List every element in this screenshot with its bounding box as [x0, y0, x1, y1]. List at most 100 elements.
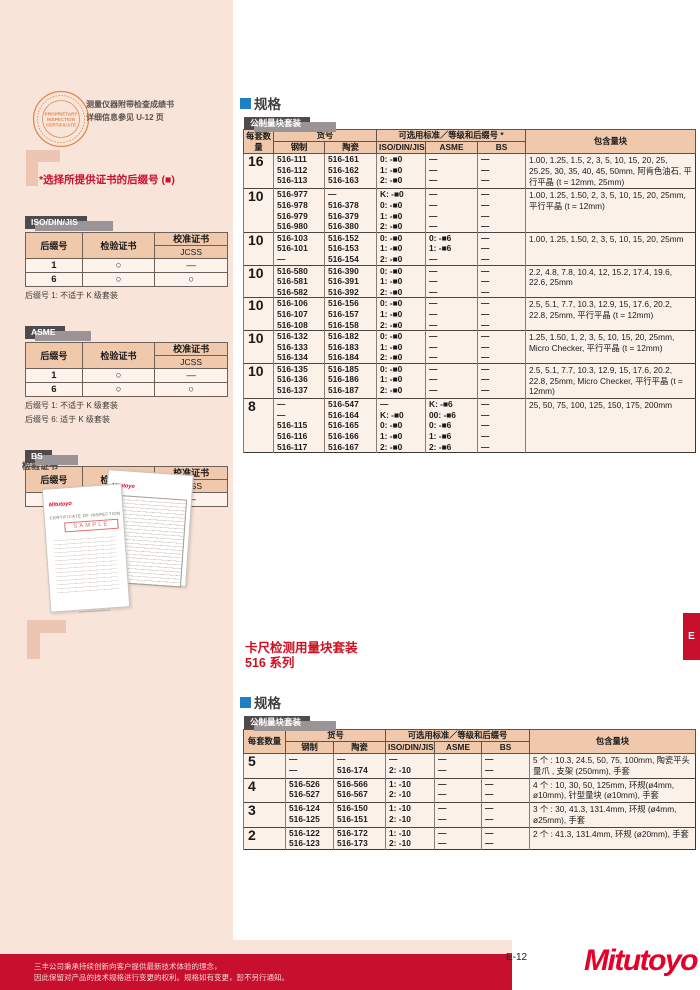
- cell-ceramic: 516-390 516-391 516-392: [323, 265, 377, 298]
- standard-tab: ISO/DIN/JIS: [25, 216, 113, 231]
- cell-bs: — — —: [477, 297, 526, 331]
- cell-qty: 10: [243, 363, 274, 399]
- set-row: 10 516-580 516-581 516-582 516-390 516-391 516…: [243, 265, 696, 298]
- cell-line: 0: -■6: [429, 232, 452, 243]
- cell-line: 516-106: [277, 298, 308, 309]
- suffix-selection-note: *选择所提供证书的后缀号 (■): [39, 174, 175, 186]
- cell-line: 516-101: [277, 243, 308, 254]
- cell-line: —: [429, 164, 438, 175]
- cell-line: 516-187: [328, 385, 359, 396]
- svg-text:INSPECTION: INSPECTION: [47, 117, 76, 122]
- cell-line: 2: -■0: [380, 441, 403, 452]
- cell-line: 516-123: [289, 838, 320, 849]
- cell-included-blocks: 3 个 : 30, 41.3, 131.4mm, 环规 (ø4mm, ø25mm…: [529, 802, 696, 828]
- cell-jcss: —: [154, 368, 228, 383]
- cell-line: —: [429, 154, 438, 164]
- header-steel: 钢制: [273, 141, 325, 154]
- header-inspection-cert: 检验证书: [81, 342, 156, 369]
- cell-bs: — —: [481, 802, 530, 828]
- cell-line: —: [481, 164, 490, 175]
- cell-line: 516-979: [277, 210, 308, 221]
- mitutoyo-logo: Mitutoyo: [584, 944, 698, 977]
- cell-line: 2: -10: [389, 764, 411, 775]
- suffix-row: 1○—: [25, 258, 228, 273]
- set-row: 10 516-132 516-133 516-134 516-182 516-183 516…: [243, 330, 696, 364]
- header-ceramic: 陶瓷: [323, 141, 378, 154]
- cell-line: —: [481, 253, 490, 264]
- cell-asme: — — —: [425, 297, 478, 331]
- cell-line: 1: -10: [389, 803, 411, 814]
- cell-line: 516-166: [328, 431, 359, 442]
- cell-line: 516-150: [337, 803, 368, 814]
- certificate-brand-logo: Mitutoyo: [48, 500, 73, 509]
- cell-line: K: -■0: [380, 189, 404, 200]
- cell-line: —: [438, 764, 447, 775]
- cell-asme: — — —: [425, 153, 478, 189]
- cell-line: 516-173: [337, 838, 368, 849]
- cell-steel: 516-526 516-527: [285, 778, 334, 803]
- cell-asme: 0: -■6 1: -■6—: [425, 232, 478, 266]
- header-bs: BS: [477, 141, 527, 154]
- certificate-sample-images: Mitutoyo Mitutoyo CERTIFICATE OF INSPECT…: [40, 469, 215, 632]
- cell-line: 516-117: [277, 441, 308, 452]
- cell-iso: —2: -10: [385, 753, 435, 779]
- cell-line: 516-107: [277, 308, 308, 319]
- cell-line: 1: -■0: [380, 431, 403, 442]
- cell-line: 516-582: [277, 286, 308, 297]
- standard-tab: BS: [25, 450, 78, 465]
- footer-line2: 因此保留对产品的技术规格进行变更的权利。规格如有变更，恕不另行通知。: [34, 973, 289, 982]
- svg-text:PROPRIETARY: PROPRIETARY: [45, 112, 78, 117]
- cell-line: 516-980: [277, 221, 308, 232]
- cell-line: —: [481, 399, 490, 410]
- header-iso-din-jis: ISO/DIN/JIS: [385, 741, 436, 754]
- header-standards: 可选用标准／等级和后缀号: [385, 729, 531, 742]
- cell-line: —: [481, 265, 490, 276]
- suffix-note-text: 后缀号 6: 适于 K 级套装: [25, 415, 110, 424]
- cell-line: —: [429, 298, 438, 309]
- cell-line: —: [481, 298, 490, 309]
- cell-included-blocks: 1.00, 1.25, 1.50, 2, 3, 5, 10, 15, 20, 2…: [525, 232, 696, 266]
- cell-line: —: [429, 199, 438, 210]
- cell-line: 516-154: [328, 253, 359, 264]
- cell-line: 516-174: [337, 764, 368, 775]
- cell-line: 2: -10: [389, 789, 411, 800]
- cell-line: —: [429, 352, 438, 363]
- cell-line: 516-136: [277, 374, 308, 385]
- cell-asme: — — — —: [425, 188, 478, 233]
- cell-line: 0: -■0: [380, 298, 403, 309]
- cell-line: K: -■0: [380, 409, 404, 420]
- cell-ceramic: 516-152 516-153 516-154: [323, 232, 377, 266]
- header-qty: 每套数量: [243, 129, 274, 154]
- cell-line: 516-547: [328, 399, 359, 410]
- cell-line: 516-133: [277, 341, 308, 352]
- cell-line: —: [429, 385, 438, 396]
- cell-line: —: [438, 803, 447, 814]
- stamp-note: 测量仪器附带检查成绩书 详细信息参见 U-12 页: [86, 98, 174, 124]
- footer-strip: [0, 940, 512, 954]
- corner-bracket-decoration: [26, 150, 60, 186]
- cell-line: —: [429, 331, 438, 342]
- page-number: E-12: [506, 952, 528, 963]
- sidebar: PROPRIETARY INSPECTION CERTIFICATE 测量仪器附…: [0, 0, 233, 954]
- cell-line: 1: -■0: [380, 308, 403, 319]
- cell-line: —: [337, 754, 346, 764]
- cell-steel: 516-135 516-136 516-137: [273, 363, 325, 399]
- suffix-certificate-table: 后缀号 检验证书 校准证书 JCSS 1 ○ —6 ○ ○: [25, 342, 228, 397]
- header-standards: 可选用标准／等级和后缀号 *: [376, 129, 527, 142]
- cell-bs: — — —: [477, 330, 526, 364]
- set-row: 10 516-106 516-107 516-108 516-156 516-157 516…: [243, 297, 696, 331]
- cell-line: —: [481, 385, 490, 396]
- cell-line: —: [481, 243, 490, 254]
- metric-set-tab-2: 公制量块套装: [244, 716, 337, 731]
- cell-included-blocks: 2.5, 5.1, 7.7, 10.3, 12.9, 15, 17.6, 20.…: [525, 297, 696, 331]
- cell-line: 516-157: [328, 308, 359, 319]
- cell-line: 516-111: [277, 154, 307, 164]
- cell-line: —: [485, 789, 494, 800]
- cell-steel: — —516-115 516-116 516-117: [273, 398, 325, 453]
- stamp-note-line2: 详细信息参见 U-12 页: [86, 113, 164, 122]
- header-suffix: 后缀号: [25, 232, 83, 259]
- cell-line: 2: -■0: [380, 352, 403, 363]
- cell-line: 1: -■6: [429, 243, 452, 254]
- cell-steel: 516-106 516-107 516-108: [273, 297, 325, 331]
- standard-tab: ASME: [25, 326, 90, 341]
